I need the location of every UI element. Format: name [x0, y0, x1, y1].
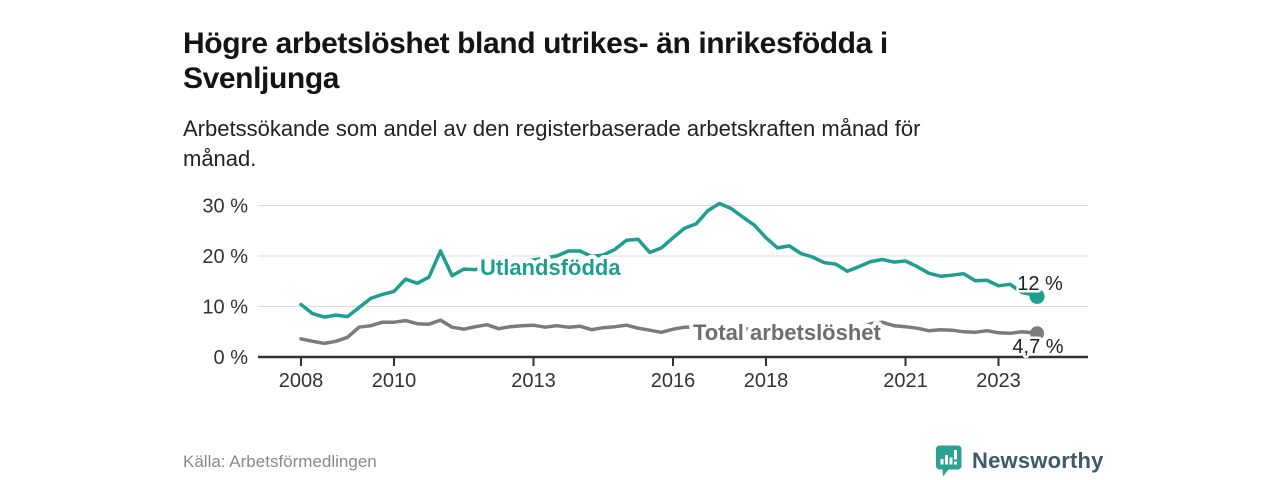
- y-axis-label-20: 20 %: [202, 246, 248, 268]
- x-axis-label-2013: 2013: [511, 370, 556, 392]
- y-axis-label-30: 30 %: [202, 196, 248, 218]
- chart-title: Högre arbetslöshet bland utrikes- än inr…: [183, 26, 1143, 96]
- y-axis-label-10: 10 %: [202, 297, 248, 319]
- chart-title-line-1: Högre arbetslöshet bland utrikes- än inr…: [183, 27, 888, 61]
- newsworthy-wordmark: Newsworthy: [972, 448, 1104, 473]
- axes: 0 % 10 % 20 % 30 % 2008 2010 2013 2016 2018 2021 2…: [202, 196, 1088, 392]
- line-chart-canvas: 0 % 10 % 20 % 30 % 2008 2010 2013 2016 2018 2021 2…: [202, 196, 1088, 392]
- gridlines: [258, 205, 1088, 307]
- x-axis-label-2016: 2016: [651, 370, 696, 392]
- series-line-utlandsfodda: [299, 201, 1039, 319]
- series-end-dot-utlandsfodda: [1029, 288, 1045, 304]
- end-value-label-utlandsfodda: 12 %: [1017, 273, 1063, 295]
- y-axis-label-0: 0 %: [214, 347, 249, 369]
- end-value-label-total: 4,7 %: [1012, 336, 1063, 358]
- chart-subtitle-line-1: Arbetssökande som andel av den registerb…: [183, 116, 921, 141]
- x-axis-label-2010: 2010: [372, 370, 417, 392]
- line-chart: 0 % 10 % 20 % 30 % 2008 2010 2013 2016 2018 2021 2…: [180, 185, 1100, 400]
- chart-title-line-2: Svenljunga: [183, 62, 340, 96]
- source-note: Källa: Arbetsförmedlingen: [183, 452, 377, 471]
- x-axis-label-2008: 2008: [279, 370, 324, 392]
- x-axis-label-2021: 2021: [883, 370, 928, 392]
- series-label-total-arbetsloshet: Total arbetslöshet: [693, 320, 882, 345]
- series-line-total-arbetsloshet: [299, 318, 1039, 346]
- series-end-dot-total-arbetsloshet: [1030, 326, 1045, 341]
- chart-subtitle-line-2: månad.: [183, 146, 257, 171]
- x-axis-label-2018: 2018: [744, 370, 789, 392]
- x-axis-label-2023: 2023: [976, 370, 1021, 392]
- newsworthy-logo[interactable]: Newsworthy: [934, 444, 1104, 478]
- series-label-utlandsfodda: Utlandsfödda: [480, 255, 621, 280]
- chart-subtitle: Arbetssökande som andel av den registerb…: [183, 114, 1083, 174]
- chart-labels: Utlandsfödda Total arbetslöshet 12 % 4,7…: [476, 251, 1066, 361]
- newsworthy-bar-chart-icon: [936, 445, 962, 477]
- series-lines: [299, 201, 1045, 346]
